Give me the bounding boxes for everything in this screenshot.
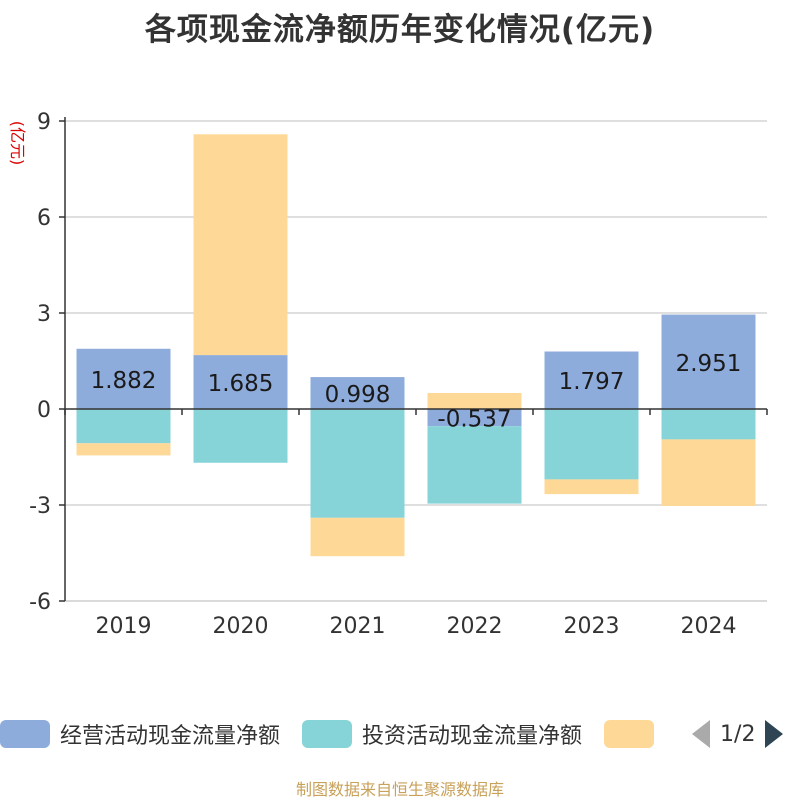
y-tick-label: 6 [37,206,51,231]
legend-swatch-financing [604,720,655,748]
bar-s0-2021[interactable] [310,377,405,409]
legend-label-investing: 投资活动现金流量净额 [362,724,583,749]
y-tick-label: 3 [37,302,51,327]
x-tick-label-2019: 2019 [96,614,152,639]
legend-next-arrow-icon[interactable] [765,720,784,748]
bar-s0-2019[interactable] [76,348,171,409]
x-tick-label-2024: 2024 [681,614,737,639]
legend-swatch-operating [0,720,50,748]
chart-plot: (亿元) 9 6 3 0 -3 -6 1.882 1.685 0.998 -0.537 1.797 2.… [8,110,768,639]
y-tick-label: 9 [37,110,51,135]
legend-label-operating: 经营活动现金流量净额 [60,724,281,749]
bar-s2-2022[interactable] [427,393,522,409]
legend-item-investing[interactable]: 投资活动现金流量净额 [302,718,582,750]
x-tick-label-2021: 2021 [330,614,386,639]
bar-s2-2020[interactable] [193,134,288,356]
data-label-2019: 1.882 [91,368,157,394]
x-tick-label-2022: 2022 [447,614,503,639]
legend-pager: 1/2 [692,720,784,748]
bar-s1-2021[interactable] [310,409,405,518]
bar-s2-2024[interactable] [661,439,756,506]
bar-s1-2022[interactable] [427,426,522,504]
legend-prev-arrow-icon[interactable] [692,720,711,748]
data-label-2022: -0.537 [437,407,511,433]
bar-s2-2023[interactable] [544,479,639,495]
data-label-2020: 1.685 [208,371,274,397]
bar-s1-2019[interactable] [76,409,171,444]
x-tick-label-2023: 2023 [564,614,620,639]
legend-page-indicator: 1/2 [720,721,756,747]
data-source-note: 制图数据来自恒生聚源数据库 [295,780,504,799]
y-axis-unit-label: (亿元) [8,121,27,166]
legend-item-operating[interactable]: 经营活动现金流量净额 [0,718,280,750]
legend: 经营活动现金流量净额 投资活动现金流量净额 1/2 [0,712,800,756]
legend-swatch-investing [302,720,353,748]
legend-item-financing[interactable] [604,720,664,748]
bar-s0-2022[interactable] [427,409,522,427]
data-label-2023: 1.797 [559,369,625,395]
bar-s0-2023[interactable] [544,351,639,409]
bar-s0-2020[interactable] [193,355,288,409]
y-tick-label: -3 [29,494,51,519]
bar-s0-2024[interactable] [661,314,756,409]
x-tick-label-2020: 2020 [213,614,269,639]
y-tick-label: 0 [37,398,51,423]
data-label-2024: 2.951 [676,351,742,377]
chart-title: 各项现金流净额历年变化情况(亿元) [144,12,656,48]
data-label-2021: 0.998 [325,382,391,408]
bar-s2-2021[interactable] [310,517,405,557]
bar-s2-2019[interactable] [76,443,171,456]
y-tick-label: -6 [29,590,51,615]
bar-s1-2024[interactable] [661,409,756,440]
bar-s1-2020[interactable] [193,409,288,463]
bar-s1-2023[interactable] [544,409,639,480]
